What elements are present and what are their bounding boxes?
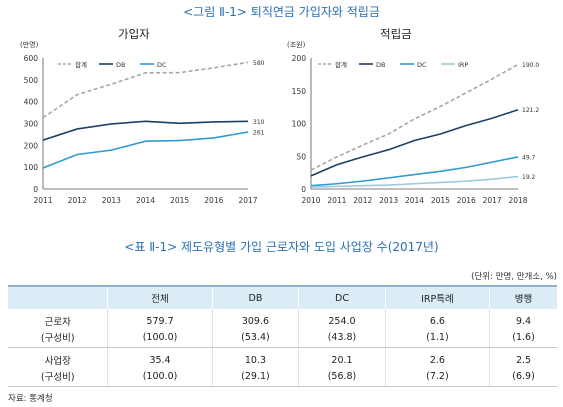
end-value-label: 261 — [253, 130, 265, 137]
table-unit-note: (단위: 만명, 만개소, %) — [471, 272, 557, 282]
legend-label: DC — [157, 61, 167, 69]
end-value-label: 121.2 — [522, 107, 539, 114]
table-header-cell: 전체 — [107, 286, 213, 309]
table-header-cell — [8, 286, 108, 309]
series-line-dc — [42, 131, 249, 169]
y-tick-label: 50 — [296, 152, 306, 161]
reserves-chart: (조원) 0 50 100 150 200 2010 2011 2012 2013 2014 2015… — [287, 40, 539, 205]
y-tick-label: 400 — [24, 98, 39, 107]
y-unit-label: (조원) — [287, 40, 306, 49]
table-row: (구성비) (100.0) (53.4) (43.8) (1.1) (1.6) — [8, 329, 557, 348]
series-line-total — [42, 61, 249, 119]
table-cell: (100.0) — [107, 368, 213, 387]
table-cell: 10.3 — [211, 347, 299, 368]
table-cell: 254.0 — [298, 309, 386, 329]
row-label: 근로자 — [44, 317, 71, 328]
table-cell: (43.8) — [298, 329, 386, 348]
x-tick-label: 2013 — [379, 196, 398, 205]
x-tick-label: 2011 — [327, 196, 346, 205]
x-tick-label: 2015 — [431, 196, 450, 205]
legend-label: DB — [116, 61, 125, 69]
table-cell: (6.9) — [489, 368, 557, 387]
table-cell: (1.1) — [384, 329, 490, 348]
x-tick-label: 2016 — [204, 196, 223, 205]
table-cell: 20.1 — [298, 347, 386, 368]
table-cell: 309.6 — [211, 309, 299, 329]
series-line-dc — [310, 156, 519, 187]
chart-title-reserves: 적립금 — [380, 27, 412, 41]
table-cell: 35.4 — [107, 347, 213, 368]
end-value-label: 49.7 — [522, 154, 536, 161]
table-title: <표 Ⅱ-1> 제도유형별 가입 근로자와 도입 사업장 수(2017년) — [124, 240, 439, 254]
table-cell: 579.7 — [107, 309, 213, 329]
series-line-total — [310, 63, 519, 171]
end-value-label: 190.0 — [522, 62, 539, 69]
x-tick-label: 2017 — [238, 196, 257, 205]
y-tick-label: 600 — [24, 54, 39, 63]
y-unit-label: (만명) — [20, 40, 39, 49]
row-label: 사업장 — [44, 356, 71, 367]
table-row: 근로자 579.7 309.6 254.0 6.6 9.4 — [8, 309, 557, 329]
x-tick-label: 2012 — [68, 196, 87, 205]
x-tick-label: 2014 — [405, 196, 424, 205]
y-tick-label: 100 — [292, 120, 307, 129]
table-cell: (56.8) — [298, 368, 386, 387]
x-tick-label: 2018 — [508, 196, 527, 205]
table-cell: 2.5 — [489, 347, 557, 368]
x-tick-label: 2012 — [353, 196, 372, 205]
figure-title: <그림 Ⅱ-1> 퇴직연금 가입자와 적립금 — [183, 5, 380, 19]
legend-label: 합계 — [335, 60, 347, 69]
end-value-label: 310 — [253, 119, 265, 126]
row-label: (구성비) — [8, 329, 108, 348]
y-tick-label: 300 — [24, 120, 39, 129]
row-label: (구성비) — [8, 368, 108, 387]
legend-label: IRP — [458, 61, 468, 69]
table-cell: 2.6 — [384, 347, 490, 368]
x-tick-label: 2015 — [170, 196, 189, 205]
series-line-db — [42, 120, 249, 141]
table-header-cell: 병행 — [489, 286, 557, 309]
series-line-irp — [310, 175, 519, 188]
x-tick-label: 2013 — [102, 196, 121, 205]
table-header-row: 전체 DB DC IRP특례 병행 — [8, 286, 557, 309]
x-tick-label: 2017 — [483, 196, 502, 205]
end-value-label: 580 — [253, 60, 265, 67]
legend-label: 합계 — [75, 60, 87, 69]
y-tick-label: 500 — [24, 76, 39, 85]
legend-label: DB — [376, 61, 385, 69]
x-tick-label: 2014 — [136, 196, 155, 205]
table-header-cell: DB — [211, 286, 299, 309]
y-tick-label: 150 — [292, 87, 307, 96]
chart-title-subscribers: 가입자 — [118, 27, 150, 41]
y-tick-label: 0 — [301, 185, 306, 194]
y-tick-label: 200 — [292, 54, 307, 63]
source-note: 자료: 통계청 — [8, 394, 53, 404]
y-tick-label: 200 — [24, 141, 39, 150]
table-cell: (29.1) — [211, 368, 299, 387]
table-row: 사업장 35.4 10.3 20.1 2.6 2.5 — [8, 347, 557, 368]
table-cell: (53.4) — [211, 329, 299, 348]
table-cell: 9.4 — [489, 309, 557, 329]
composition-table: 전체 DB DC IRP특례 병행 근로자 579.7 309.6 254.0 … — [8, 285, 557, 387]
table-cell: (1.6) — [489, 329, 557, 348]
table-cell: (7.2) — [384, 368, 490, 387]
table-row: (구성비) (100.0) (29.1) (56.8) (7.2) (6.9) — [8, 368, 557, 387]
y-tick-label: 0 — [33, 185, 38, 194]
end-value-label: 19.2 — [522, 174, 536, 181]
x-tick-label: 2016 — [457, 196, 476, 205]
x-tick-label: 2011 — [33, 196, 52, 205]
series-line-db — [310, 108, 519, 177]
x-tick-label: 2010 — [301, 196, 320, 205]
table-header-cell: DC — [298, 286, 386, 309]
y-tick-label: 100 — [24, 163, 39, 172]
table-cell: 6.6 — [384, 309, 490, 329]
legend-label: DC — [417, 61, 427, 69]
table-header-cell: IRP특례 — [384, 286, 490, 309]
table-cell: (100.0) — [107, 329, 213, 348]
subscribers-chart: (만명) 0 100 200 300 400 500 600 2011 2012 2013 2014 2… — [20, 40, 265, 205]
